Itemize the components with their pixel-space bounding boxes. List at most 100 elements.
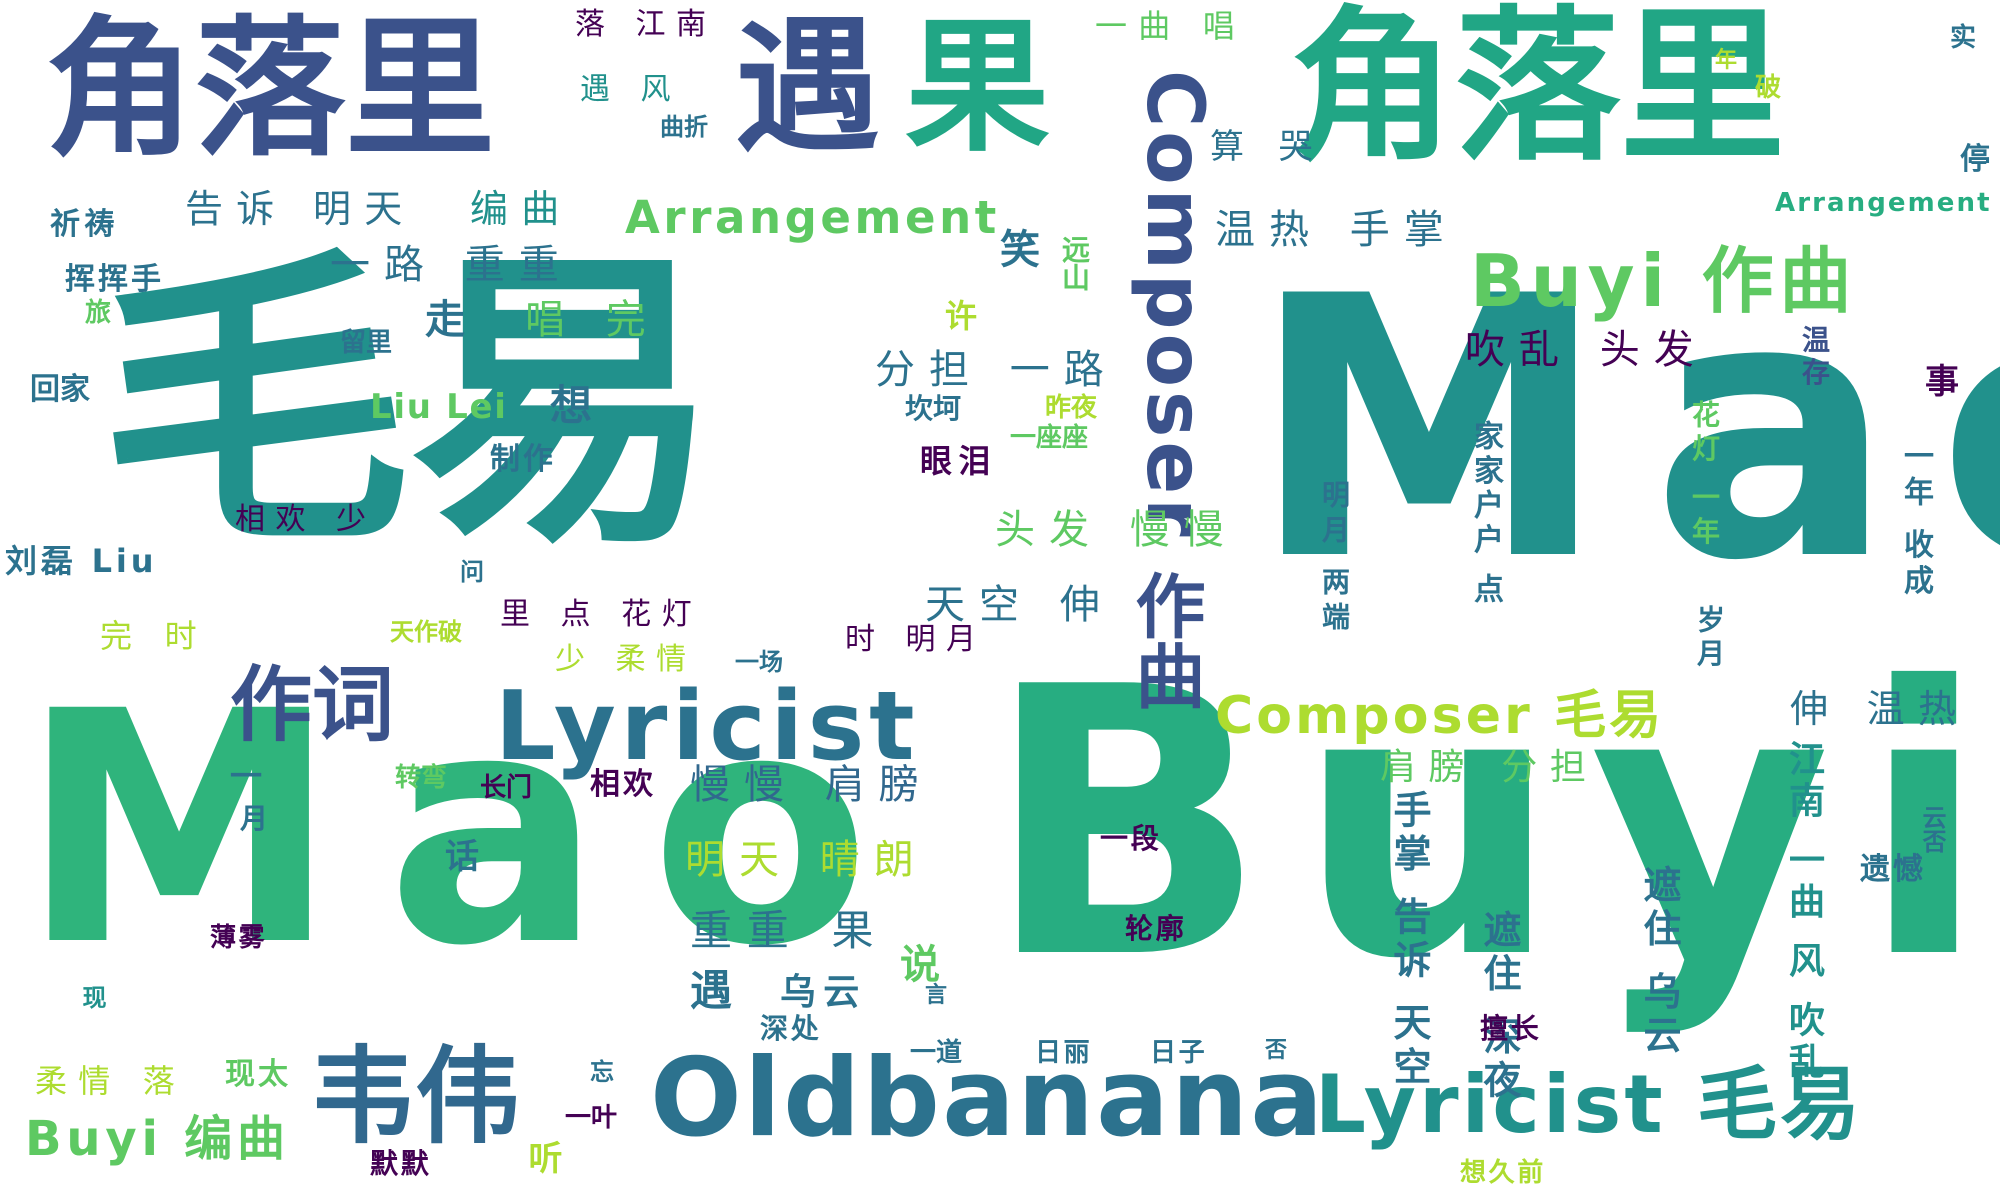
word-zuoci: 作词 (230, 658, 395, 753)
word-jiaoluoli-left: 角落里 (45, 3, 496, 177)
word-shi-mingyue: 时 明月 (845, 622, 987, 657)
word-guo-large: 果 (905, 3, 1050, 172)
word-xiao: 笑 (1000, 227, 1040, 273)
word-yan: 言 (925, 983, 948, 1008)
word-suan-ku: 算 哭 (1210, 127, 1325, 167)
word-yihan: 遗憾 (1860, 852, 1926, 887)
word-kanke: 坎坷 (905, 392, 962, 425)
word-rili: 日丽 (1035, 1038, 1093, 1068)
word-zhuanwan: 转弯 (395, 763, 448, 793)
word-composer-maoyi: Composer 毛易 (1215, 686, 1665, 746)
word-po: 破 (1755, 73, 1782, 103)
word-wuyun: 乌云 (780, 972, 867, 1013)
word-fendan-yilu: 分担 一路 (875, 347, 1118, 393)
word-xiang: 想 (550, 381, 593, 430)
word-bowu: 薄雾 (210, 923, 268, 953)
word-wang: 忘 (590, 1058, 614, 1086)
word-shao-rouqing: 少 柔情 (555, 642, 697, 677)
word-xianghuan-shao: 相欢 少 (235, 502, 377, 537)
word-chang-wan: 唱 完 (525, 297, 660, 343)
word-arrangement-mid: Arrangement (625, 191, 1000, 244)
word-yue: 月 (240, 802, 269, 835)
word-jianbang-fendan: 肩膀 分担 (1380, 747, 1599, 788)
word-mingtian-qinglang: 明天 晴朗 (685, 837, 928, 883)
word-xianghuan: 相欢 (590, 767, 656, 802)
word-mao-right: Mao (1250, 220, 2000, 639)
word-xian: 现 (78, 985, 106, 1009)
word-shanchang: 擅长 (1480, 1012, 1542, 1045)
word-zou: 走 (425, 297, 465, 343)
word-shi: 事 (1925, 362, 1959, 402)
word-changmen: 长门 (480, 773, 533, 803)
word-yiqu-chang: 一曲 唱 (1095, 7, 1246, 45)
word-shouzhang-gaosu-tiankong: 手掌 告诉 天空 (1387, 790, 1431, 1091)
word-yinian-shoucheng: 一年 收成 (1898, 440, 1933, 601)
word-huihuishou: 挥挥手 (65, 262, 164, 297)
word-liu-lei: Liu Lei (370, 387, 508, 427)
word-xiantai: 现太 (225, 1057, 291, 1092)
word-wen: 问 (460, 558, 484, 586)
word-luo-jiangnan: 落 江南 (575, 7, 717, 42)
word-huadeng-yinian: 花灯 一年 (1688, 400, 1721, 550)
word-qidao: 祈祷 (50, 207, 119, 242)
word-lyricist-maoyi-bottom: Lyricist 毛易 (1315, 1058, 1864, 1151)
word-liulei-liu: 刘磊 Liu (5, 542, 158, 580)
word-weiwei: 韦伟 (310, 1036, 521, 1158)
word-nian: 年 (1715, 48, 1738, 73)
word-yichang: 一场 (735, 648, 783, 676)
word-buyi-zuoqu: Buyi 作曲 (1470, 239, 1858, 323)
word-huijia: 回家 (30, 372, 90, 407)
word-zhezhu-shenye: 遮住 深夜 (1477, 910, 1521, 1104)
word-yu-large: 遇 (735, 3, 880, 172)
word-yuanshan: 远山 (1058, 235, 1091, 291)
word-ting: 听 (522, 1140, 562, 1174)
word-wenre-shouzhang: 温热 手掌 (1215, 207, 1458, 253)
word-jiajiahuhu-dian: 家家户户 点 (1468, 420, 1503, 608)
word-shenchu: 深处 (760, 1012, 822, 1045)
word-zhezhu-wuyun: 遮住 乌云 (1637, 865, 1681, 1059)
word-fou: 否 (1265, 1038, 1288, 1063)
word-yunfou: 云否 (1918, 805, 1946, 853)
word-composer-vertical: Composer (1129, 70, 1219, 541)
word-zuoqu-vertical: 作曲 (1124, 570, 1206, 710)
word-lunkuo: 轮廓 (1125, 912, 1187, 945)
word-yidao: 一道 (910, 1038, 963, 1068)
word-yu-feng: 遇 风 (580, 72, 682, 107)
word-manman-jianbang: 慢慢 肩膀 (690, 762, 933, 808)
word-toufa-manman: 头发 慢慢 (995, 507, 1238, 553)
word-yu-small: 遇 (690, 966, 733, 1015)
word-rizi: 日子 (1150, 1038, 1208, 1068)
word-chongchong-guo: 重重 果 (690, 906, 889, 955)
word-xu: 许 (945, 297, 978, 335)
word-wencun: 温存 (1798, 325, 1831, 390)
word-oldbanana: Oldbanana (650, 1036, 1326, 1161)
word-tiankong-shen: 天空 伸 (925, 582, 1114, 628)
word-momo: 默默 (370, 1147, 432, 1180)
word-jiangnan-yiqu-feng-chuiluan: 江南 一曲 风 吹乱 (1783, 740, 1824, 1084)
word-quzhe: 曲折 (660, 113, 708, 141)
word-buyi-bianqu: Buyi 编曲 (25, 1111, 290, 1167)
word-suiyue: 岁月 (1693, 605, 1726, 673)
word-mingyue-liangduan: 明月 两端 (1318, 480, 1351, 637)
word-yanlei: 眼泪 (920, 442, 997, 480)
word-shuo: 说 (900, 942, 940, 988)
word-li-dian-huadeng: 里 点 花灯 (500, 597, 703, 632)
word-liuli: 留里 (340, 328, 393, 358)
word-mao-left: Mao (20, 644, 919, 1016)
word-arrangement-right: Arrangement (1775, 188, 1992, 218)
word-yiduan: 一段 (1100, 822, 1162, 855)
word-lyricist: Lyricist (495, 672, 920, 782)
word-tianzuopo: 天作破 (390, 618, 462, 646)
word-lv: 旅 (85, 298, 112, 328)
word-zhizuo: 制作 (490, 442, 556, 477)
word-jiaoluoli-right: 角落里 (1290, 0, 1785, 183)
word-ting2: 停 (1960, 142, 1990, 177)
word-yizuozuo: 一座座 (1010, 423, 1089, 453)
word-chuiluan-toufa: 吹乱 头发 (1465, 327, 1708, 373)
word-zuoye: 昨夜 (1045, 393, 1098, 423)
word-yi: 一 (230, 757, 263, 795)
word-shen-wenre: 伸 温热 (1790, 687, 1970, 731)
word-yiye: 一叶 (565, 1103, 618, 1133)
word-buyi: Buyi (985, 610, 2000, 1040)
